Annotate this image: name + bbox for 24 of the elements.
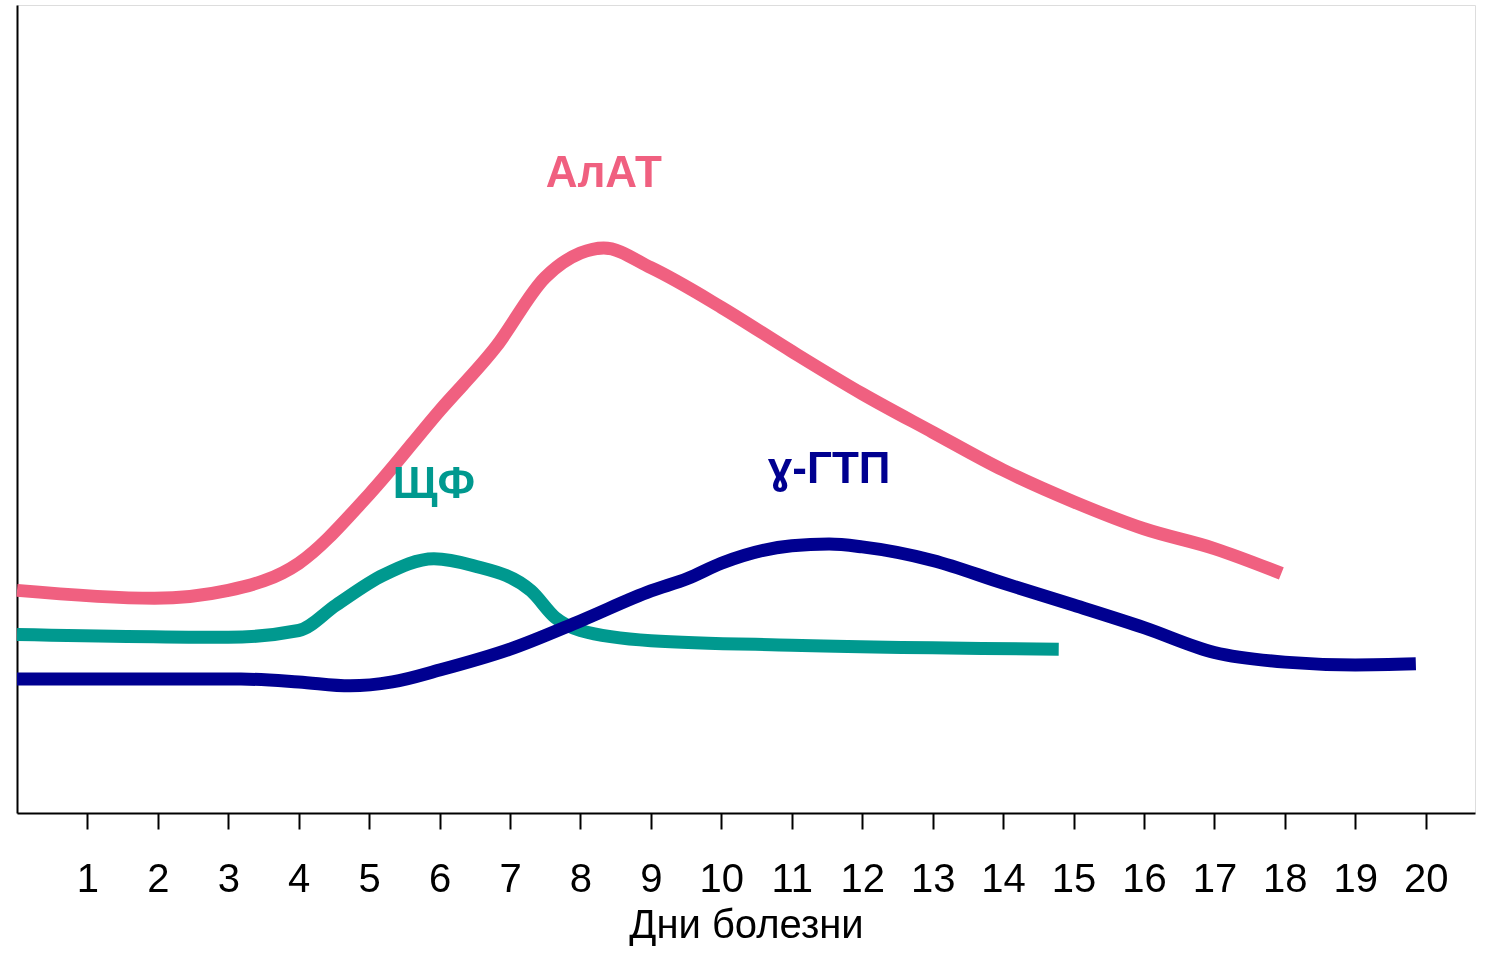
x-tick-label: 8 [569,855,593,900]
x-tick-label: 13 [910,855,956,900]
x-tick-label: 17 [1192,855,1238,900]
x-tick-label: 7 [499,855,522,900]
x-axis-title: Дни болезни [629,901,864,946]
x-tick-label: 4 [288,855,311,900]
x-tick-label: 20 [1403,855,1449,900]
x-tick-label: 11 [771,855,814,900]
series-label: АлАТ [545,146,662,196]
x-tick-label: 14 [981,855,1026,900]
x-tick-label: 3 [217,855,240,900]
x-tick-label: 5 [358,855,381,900]
x-tick-label: 18 [1263,855,1308,900]
x-tick-label: 12 [840,855,885,900]
series-label: ɣ-ГТП [767,443,891,493]
x-tick-label: 1 [76,855,100,900]
x-tick-label: 16 [1122,855,1167,900]
x-tick-label: 15 [1051,855,1097,900]
x-tick-label: 2 [147,855,170,900]
x-tick-label: 19 [1333,855,1379,900]
series-label: ЩФ [392,457,476,507]
x-tick-label: 9 [640,855,663,900]
x-tick-label: 10 [699,855,745,900]
x-tick-label: 6 [428,855,452,900]
